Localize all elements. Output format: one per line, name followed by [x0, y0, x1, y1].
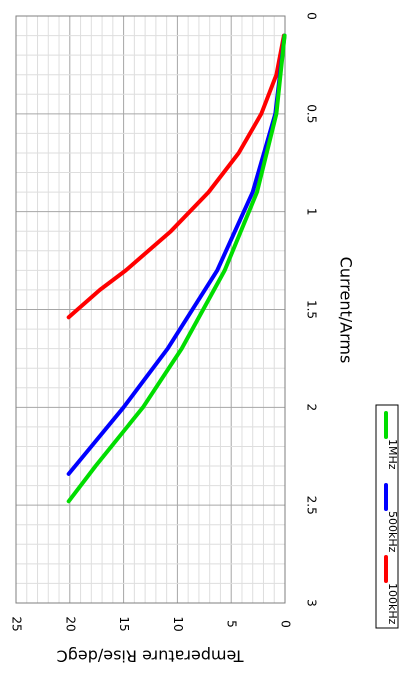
x-tick-label: 2 — [305, 404, 319, 412]
y-tick-label: 0 — [279, 620, 293, 628]
chart-grid — [16, 16, 285, 603]
y-tick-label: 5 — [225, 620, 239, 628]
legend-label-1MHz: 1MHz — [386, 439, 399, 470]
x-tick-labels: 0 0.5 1 1.5 2 2.5 3 — [305, 12, 319, 607]
series-line-500kHz — [66, 33, 287, 476]
y-tick-label: 20 — [63, 616, 77, 631]
legend-label-100kHz: 100kHz — [386, 583, 399, 625]
plot-area — [15, 15, 286, 604]
x-tick-label: 2.5 — [305, 496, 319, 515]
y-tick-labels: 0 5 10 15 20 25 — [10, 616, 293, 631]
legend-label-500kHz: 500kHz — [386, 511, 399, 553]
y-axis-title: Temperature Rise/degC — [57, 647, 245, 666]
x-tick-label: 0.5 — [305, 104, 319, 123]
x-tick-label: 1.5 — [305, 300, 319, 319]
series-line-100kHz — [66, 33, 286, 320]
x-tick-label: 3 — [305, 599, 319, 607]
series-line-1MHz — [66, 33, 287, 504]
series-layer — [66, 33, 287, 504]
legend-box — [375, 404, 399, 629]
x-tick-label: 1 — [305, 208, 319, 216]
y-tick-label: 15 — [117, 616, 131, 631]
y-tick-label: 10 — [171, 616, 185, 631]
legend: 1MHz 500kHz 100kHz — [375, 404, 399, 629]
x-axis-title: Current/Arms — [337, 257, 356, 364]
x-tick-label: 0 — [305, 12, 319, 20]
y-tick-label: 25 — [10, 616, 24, 631]
